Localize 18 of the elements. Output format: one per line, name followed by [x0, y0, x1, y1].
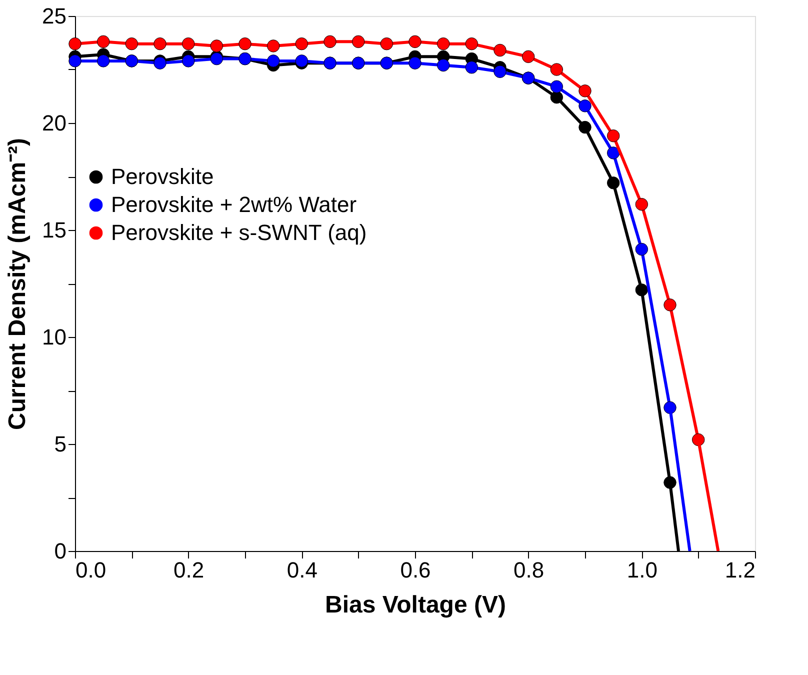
x-tick-label: 0.0: [76, 558, 106, 582]
legend-label: Perovskite + s-SWNT (aq): [111, 220, 367, 245]
legend-label: Perovskite: [111, 164, 214, 189]
x-tick-label: 1.2: [724, 558, 756, 582]
y-tick-label: 25: [42, 4, 66, 28]
y-axis-title: Current Density (mAcm⁻²): [4, 138, 32, 430]
x-tick-label: 0.6: [400, 558, 431, 582]
x-tick-label: 0.2: [174, 558, 204, 582]
y-tick-label: 15: [42, 218, 66, 242]
x-axis-title: Bias Voltage (V): [325, 592, 506, 618]
y-tick-label: 0: [54, 538, 66, 564]
legend-label: Perovskite + 2wt% Water: [111, 192, 357, 217]
x-tick-label: 1.0: [626, 558, 658, 582]
x-tick-label: 0.8: [514, 558, 544, 582]
y-tick-label: 20: [42, 110, 66, 136]
x-tick-label: 0.4: [286, 558, 318, 582]
y-tick-label: 5: [54, 432, 66, 456]
y-tick-label: 10: [42, 324, 66, 350]
